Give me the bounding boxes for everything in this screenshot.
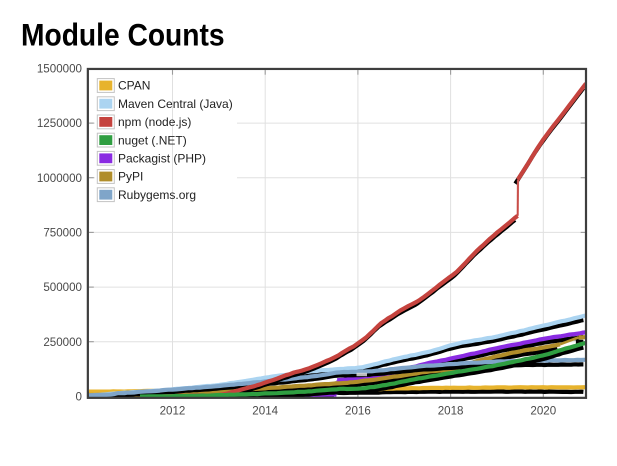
svg-text:500000: 500000 [43, 281, 82, 294]
svg-text:2014: 2014 [252, 405, 278, 418]
svg-text:Rubygems.org: Rubygems.org [118, 188, 196, 202]
svg-text:2016: 2016 [345, 405, 371, 418]
svg-text:750000: 750000 [43, 227, 82, 240]
svg-text:1500000: 1500000 [37, 63, 82, 76]
svg-text:1250000: 1250000 [37, 117, 82, 130]
svg-text:250000: 250000 [43, 336, 82, 349]
svg-text:2020: 2020 [530, 405, 556, 418]
svg-text:Maven Central (Java): Maven Central (Java) [118, 97, 233, 111]
svg-text:0: 0 [76, 391, 82, 404]
svg-text:1000000: 1000000 [37, 172, 82, 185]
svg-text:2018: 2018 [438, 405, 464, 418]
svg-text:nuget (.NET): nuget (.NET) [118, 133, 187, 147]
svg-text:CPAN: CPAN [118, 79, 150, 93]
svg-text:Packagist (PHP): Packagist (PHP) [118, 152, 206, 166]
svg-text:2012: 2012 [160, 405, 186, 418]
svg-text:npm (node.js): npm (node.js) [118, 115, 191, 129]
svg-text:PyPI: PyPI [118, 170, 143, 184]
